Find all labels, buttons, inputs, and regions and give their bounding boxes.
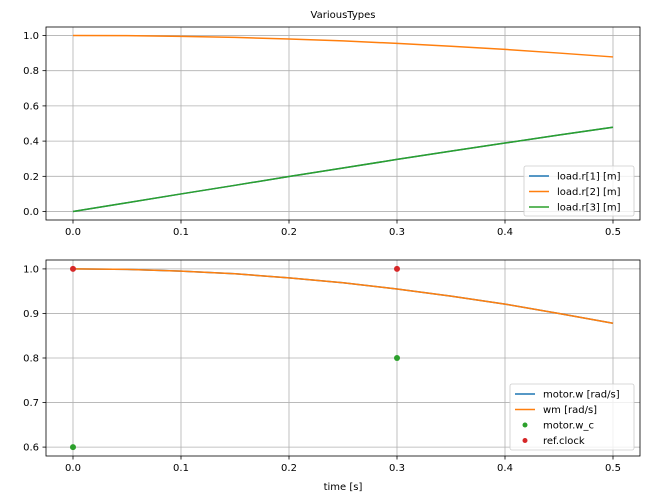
legend-label: load.r[1] [m] (557, 172, 621, 183)
x-tick-label: 0.0 (65, 227, 81, 238)
x-tick-label: 0.1 (173, 463, 189, 474)
legend-label: load.r[2] [m] (557, 187, 621, 198)
legend-label: motor.w_c (543, 421, 594, 432)
x-tick-label: 0.4 (497, 463, 513, 474)
series-line (72, 34, 614, 58)
axes-frame (45, 259, 641, 457)
x-tick-label: 0.2 (281, 227, 297, 238)
series-marker (70, 444, 76, 451)
x-tick-label: 0.2 (281, 463, 297, 474)
y-tick-label: 0.2 (23, 172, 39, 183)
y-tick-label: 0.0 (23, 207, 39, 218)
axes-frame (45, 26, 641, 221)
series-line (72, 268, 614, 324)
x-tick-label: 0.1 (173, 227, 189, 238)
y-tick-label: 0.4 (23, 137, 39, 148)
y-tick-label: 1.0 (23, 264, 39, 275)
x-tick-label: 0.5 (605, 227, 621, 238)
legend-dot-icon (522, 438, 528, 443)
chart-title: VariousTypes (311, 10, 376, 21)
bottom-axes: 0.0 0.1 0.2 0.3 0.4 0.5 0.6 0.7 0.8 0.9 1.0 motor.w… (23, 259, 641, 474)
x-tick-label: 0.0 (65, 463, 81, 474)
series-marker (394, 355, 400, 361)
y-tick-label: 0.9 (23, 309, 39, 320)
y-tick-label: 0.8 (23, 354, 39, 365)
series-marker (70, 265, 76, 272)
x-tick-label: 0.4 (497, 227, 513, 238)
x-tick-label: 0.3 (389, 463, 405, 474)
y-tick-label: 0.8 (23, 66, 39, 77)
x-axis-label: time [s] (324, 482, 363, 493)
x-tick-label: 0.5 (605, 463, 621, 474)
series-marker (394, 265, 400, 272)
x-tick-label: 0.3 (389, 227, 405, 238)
legend-label: motor.w [rad/s] (543, 390, 620, 401)
legend: motor.w [rad/s] wm [rad/s] motor.w_c ref.cl… (509, 383, 635, 451)
legend-label: wm [rad/s] (543, 405, 597, 416)
y-tick-label: 0.6 (23, 443, 39, 454)
y-tick-label: 1.0 (23, 31, 39, 42)
top-axes: 0.0 0.1 0.2 0.3 0.4 0.5 0.0 0.2 0.4 0.6 0.8 1.0 load… (23, 26, 641, 238)
y-tick-label: 0.7 (23, 398, 39, 409)
legend-dot-icon (522, 422, 528, 428)
legend-label: load.r[3] [m] (557, 203, 621, 214)
series-line (72, 268, 614, 324)
series-line (72, 126, 614, 213)
y-tick-label: 0.6 (23, 101, 39, 112)
legend-label: ref.clock (543, 436, 585, 447)
legend: load.r[1] [m] load.r[2] [m] load.r[3] [m] (523, 165, 635, 217)
